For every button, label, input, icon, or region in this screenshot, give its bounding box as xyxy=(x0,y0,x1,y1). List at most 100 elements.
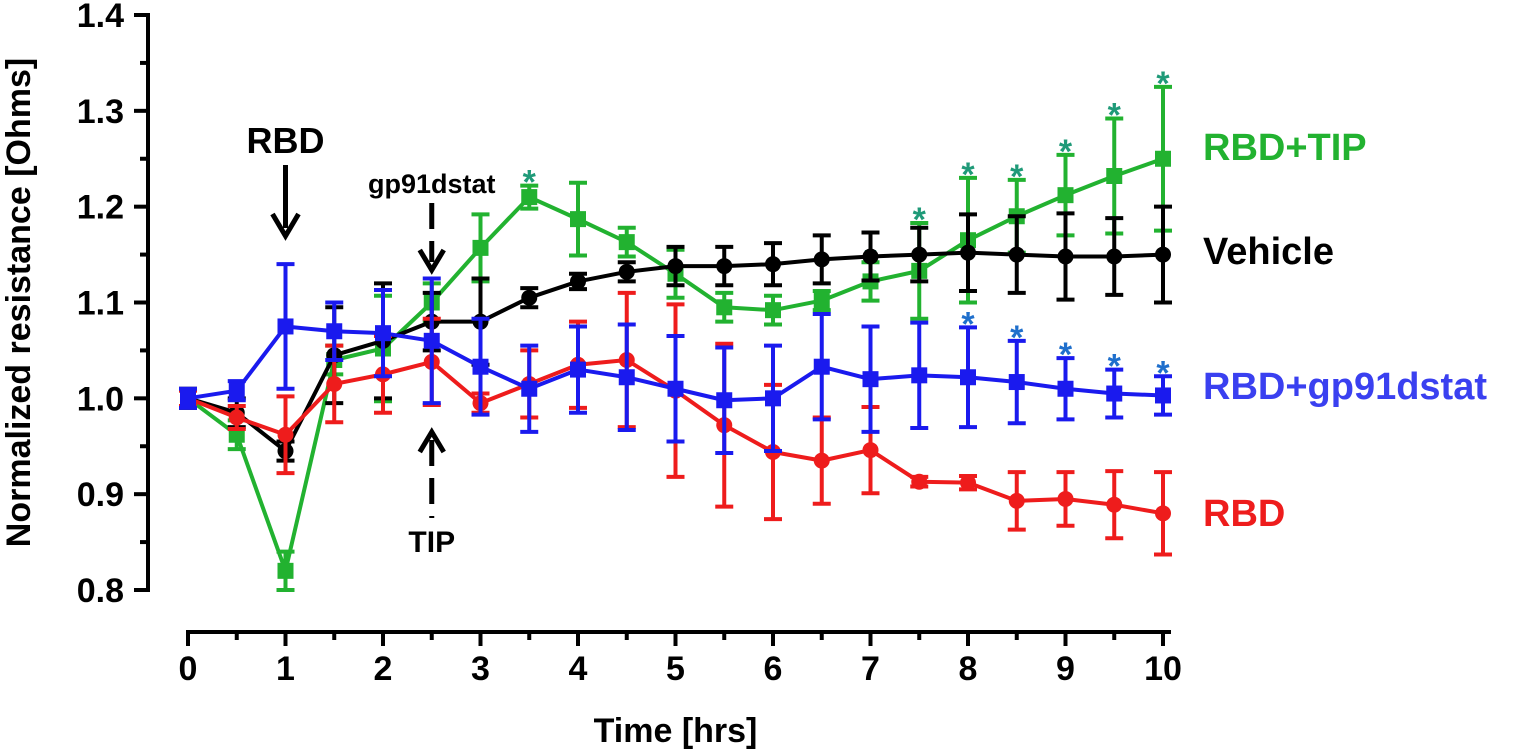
data-point xyxy=(960,474,976,491)
data-point xyxy=(326,375,343,392)
data-point xyxy=(1155,387,1171,404)
data-point xyxy=(1008,374,1025,391)
legend-vehicle: Vehicle xyxy=(1203,231,1334,273)
data-point xyxy=(618,263,635,280)
y-axis-label: Normalized resistance [Ohms] xyxy=(0,58,38,547)
y-tick-label: 1.3 xyxy=(77,93,124,131)
data-point xyxy=(911,473,928,490)
data-point xyxy=(813,292,830,309)
arrow-head xyxy=(417,248,446,275)
data-point xyxy=(277,318,294,335)
significance-star: * xyxy=(1108,348,1122,386)
annotation-label: gp91dstat xyxy=(368,169,496,199)
series-rbd-tip: * * * * * * * * xyxy=(179,65,1172,592)
y-tick-label: 0.9 xyxy=(77,476,124,514)
significance-star: * xyxy=(961,156,975,194)
arrow-head xyxy=(270,212,301,241)
data-point xyxy=(960,369,976,386)
legend-rbd: RBD xyxy=(1203,493,1285,535)
significance-star: * xyxy=(1010,158,1024,196)
data-point xyxy=(813,452,830,469)
annotation-label: RBD xyxy=(247,120,325,161)
data-point xyxy=(1057,187,1074,204)
data-point xyxy=(1106,248,1123,265)
significance-star: * xyxy=(1059,133,1073,171)
data-point xyxy=(570,361,586,378)
data-point xyxy=(862,248,879,265)
x-tick-label: 2 xyxy=(374,650,393,688)
data-point xyxy=(1008,492,1025,509)
x-tick-label: 0 xyxy=(179,650,198,688)
x-tick-label: 4 xyxy=(569,650,588,688)
data-point xyxy=(228,409,245,426)
data-point xyxy=(521,189,538,206)
significance-star: * xyxy=(1156,354,1170,392)
data-point xyxy=(570,211,586,228)
y-tick-label: 0.8 xyxy=(77,572,124,610)
data-point xyxy=(862,442,879,459)
y-ticks: 0.8 0.9 1.0 1.1 1.2 1.3 1.4 xyxy=(77,0,148,610)
x-tick-label: 9 xyxy=(1056,650,1075,688)
x-tick-label: 8 xyxy=(959,650,978,688)
data-point xyxy=(618,369,635,386)
data-point xyxy=(765,302,781,319)
y-tick-label: 1.4 xyxy=(77,0,124,35)
x-tick-label: 1 xyxy=(276,650,295,688)
data-point xyxy=(1057,380,1074,397)
annotations: RBD gp91dstat TIP xyxy=(247,120,496,559)
data-point xyxy=(423,332,440,349)
data-point xyxy=(277,562,294,579)
x-tick-label: 10 xyxy=(1144,650,1182,688)
legend-rbd-tip: RBD+TIP xyxy=(1203,127,1367,169)
data-point xyxy=(1057,490,1074,507)
y-tick-label: 1.0 xyxy=(77,380,124,418)
x-tick-label: 7 xyxy=(861,650,880,688)
data-point xyxy=(667,380,684,397)
significance-star: * xyxy=(523,164,537,202)
data-point xyxy=(472,239,489,256)
x-tick-label: 6 xyxy=(764,650,783,688)
data-point xyxy=(716,392,733,409)
legend-rbd-gp91dstat: RBD+gp91dstat xyxy=(1203,366,1487,408)
data-point xyxy=(375,325,391,342)
data-point xyxy=(667,258,684,275)
data-point xyxy=(1008,246,1025,263)
data-point xyxy=(1106,168,1123,184)
data-point xyxy=(1106,496,1123,513)
data-point xyxy=(716,258,733,275)
data-point xyxy=(911,246,928,263)
data-point xyxy=(618,234,635,251)
y-tick-label: 1.2 xyxy=(77,189,124,227)
data-point xyxy=(765,390,781,407)
arrow-head xyxy=(417,427,446,454)
data-point xyxy=(813,251,830,268)
data-point xyxy=(911,367,928,384)
significance-star: * xyxy=(961,305,975,343)
data-point xyxy=(228,382,245,399)
series-layer: ************* xyxy=(179,65,1172,592)
y-tick-label: 1.1 xyxy=(77,285,124,323)
data-point xyxy=(521,380,538,397)
x-tick-label: 5 xyxy=(666,650,685,688)
x-tick-label: 3 xyxy=(471,650,490,688)
data-point xyxy=(960,244,976,261)
data-point xyxy=(765,256,781,273)
data-point xyxy=(1155,505,1171,522)
data-point xyxy=(716,299,733,316)
significance-star: * xyxy=(1059,336,1073,374)
data-point xyxy=(1057,248,1074,265)
data-point xyxy=(1106,385,1123,402)
annotation-gp91dstat: gp91dstat xyxy=(368,169,496,275)
data-point xyxy=(472,358,489,375)
x-ticks: 0 1 2 3 4 5 6 7 8 9 10 xyxy=(179,632,1182,688)
significance-star: * xyxy=(1108,97,1122,135)
significance-star: * xyxy=(1156,65,1170,103)
data-point xyxy=(1155,246,1171,263)
legend: RBD+TIP Vehicle RBD+gp91dstat RBD xyxy=(1203,127,1487,535)
data-point xyxy=(180,390,196,407)
data-point xyxy=(277,426,294,443)
annotation-rbd: RBD xyxy=(247,120,325,241)
data-point xyxy=(1155,150,1171,167)
series-rbd-gp91dstat: * * * * * xyxy=(179,262,1172,455)
